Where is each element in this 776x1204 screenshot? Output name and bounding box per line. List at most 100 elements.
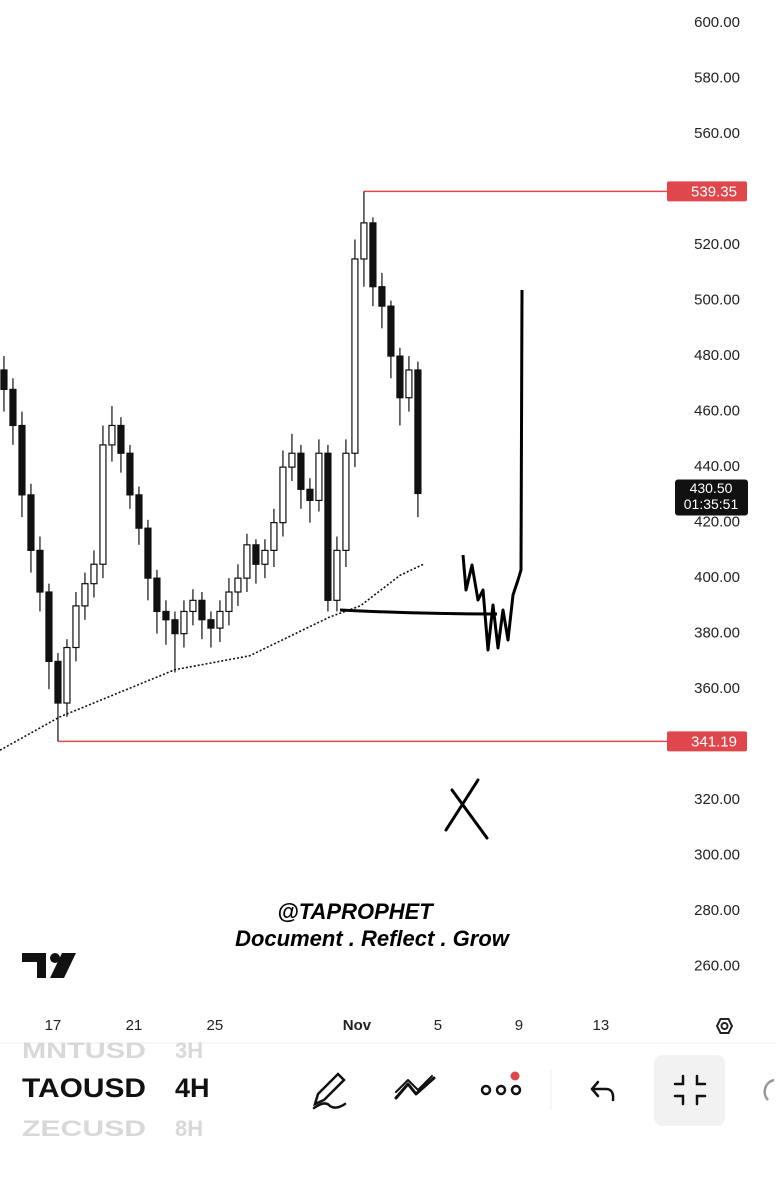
y-tick-label: 440.00 — [694, 458, 740, 475]
candle-body — [54, 660, 62, 704]
candle-body — [180, 610, 188, 635]
candle-body — [36, 549, 44, 593]
candle-body — [288, 452, 296, 468]
y-tick-label: 500.00 — [694, 292, 740, 309]
x-tick-label: 5 — [434, 1017, 442, 1034]
y-tick-label: 360.00 — [694, 680, 740, 697]
indicator-tool[interactable] — [394, 1075, 436, 1100]
candle-body — [45, 591, 53, 662]
candle-body — [162, 610, 170, 621]
interval[interactable]: 4H — [175, 1073, 210, 1103]
collapse-button[interactable] — [654, 1055, 725, 1126]
y-tick-label: 280.00 — [694, 902, 740, 919]
candle-body — [18, 424, 26, 496]
plot: 600.00580.00560.00540.00520.00500.00480.… — [45, 14, 740, 1034]
candle-body — [378, 286, 386, 307]
candle-body — [243, 544, 251, 579]
candle-body — [189, 599, 197, 613]
logo — [22, 953, 76, 978]
x-tick-label: 21 — [126, 1017, 143, 1034]
x-tick-label: Nov — [343, 1017, 372, 1034]
candle-body — [207, 619, 215, 629]
interval[interactable]: 8H — [175, 1116, 203, 1141]
y-tick-label: 300.00 — [694, 847, 740, 864]
candle-body — [342, 452, 350, 551]
draw-tool[interactable] — [312, 1072, 347, 1110]
candle-body — [270, 522, 278, 551]
y-tick-label: 600.00 — [694, 14, 740, 31]
drawing-x — [444, 778, 489, 840]
level-label-box — [667, 731, 747, 752]
candle-body — [360, 222, 368, 260]
candle-body — [297, 452, 305, 490]
candle-body — [225, 591, 233, 613]
y-tick-label: 420.00 — [694, 514, 740, 531]
y-tick-label: 320.00 — [694, 791, 740, 808]
candle-body — [234, 577, 242, 593]
candle-body — [405, 369, 413, 399]
candle-body — [351, 258, 359, 454]
candle-body — [198, 599, 206, 621]
candle-body — [9, 388, 17, 427]
x-tick-label: 13 — [593, 1017, 610, 1034]
more-tool[interactable] — [480, 1071, 522, 1096]
loading-icon — [763, 1078, 775, 1101]
candle-body — [135, 494, 143, 529]
collapse-icon — [673, 1074, 707, 1106]
candle-body — [306, 488, 314, 502]
candle-body — [63, 646, 71, 704]
x-tick-label: 17 — [45, 1017, 62, 1034]
level-label: 341.19 — [691, 733, 737, 750]
symbol[interactable]: MNTUSD — [22, 1038, 146, 1063]
candle-body — [153, 577, 161, 613]
candle-body — [72, 605, 80, 649]
candle-body — [126, 452, 134, 496]
y-tick-label: 400.00 — [694, 569, 740, 586]
candle-body — [0, 369, 8, 391]
candle-body — [396, 355, 404, 399]
y-tick-label: 480.00 — [694, 347, 740, 364]
symbol[interactable]: ZECUSD — [22, 1116, 146, 1141]
x-tick-label: 25 — [207, 1017, 224, 1034]
undo-button[interactable] — [590, 1080, 615, 1102]
candle-body — [414, 369, 422, 495]
settings-icon[interactable] — [715, 1018, 734, 1034]
interval[interactable]: 3H — [175, 1038, 203, 1063]
watermark: @TAPROPHET — [277, 899, 434, 924]
y-tick-label: 560.00 — [694, 125, 740, 142]
candle-body — [279, 466, 287, 524]
y-tick-label: 460.00 — [694, 403, 740, 420]
candle-body — [117, 424, 125, 454]
candle-body — [387, 305, 395, 357]
candle-body — [324, 452, 332, 601]
y-tick-label: 260.00 — [694, 958, 740, 975]
y-tick-label: 580.00 — [694, 70, 740, 87]
candle-body — [369, 222, 377, 288]
drawing-path — [461, 289, 524, 652]
candle-body — [333, 549, 341, 601]
drawing-line — [339, 608, 498, 616]
candle-body — [27, 494, 35, 551]
candle-body — [171, 619, 179, 635]
candle-body — [315, 452, 323, 502]
candle-body — [216, 610, 224, 629]
countdown: 01:35:51 — [684, 496, 739, 512]
candle-body — [90, 563, 98, 585]
candle-body — [252, 544, 260, 565]
level-label: 539.35 — [691, 183, 737, 200]
level-label-box — [667, 181, 747, 202]
candle-body — [81, 583, 89, 607]
y-tick-label: 380.00 — [694, 625, 740, 642]
candle-body — [108, 424, 116, 446]
x-tick-label: 9 — [515, 1017, 523, 1034]
moving-average — [0, 563, 424, 751]
last-price-label: 430.50 — [690, 480, 733, 496]
watermark: Document . Reflect . Grow — [235, 926, 511, 951]
symbol[interactable]: TAOUSD — [22, 1073, 146, 1103]
candle-body — [261, 549, 269, 565]
last-price-box — [675, 479, 748, 516]
candle-body — [99, 444, 107, 565]
y-tick-label: 520.00 — [694, 236, 740, 253]
